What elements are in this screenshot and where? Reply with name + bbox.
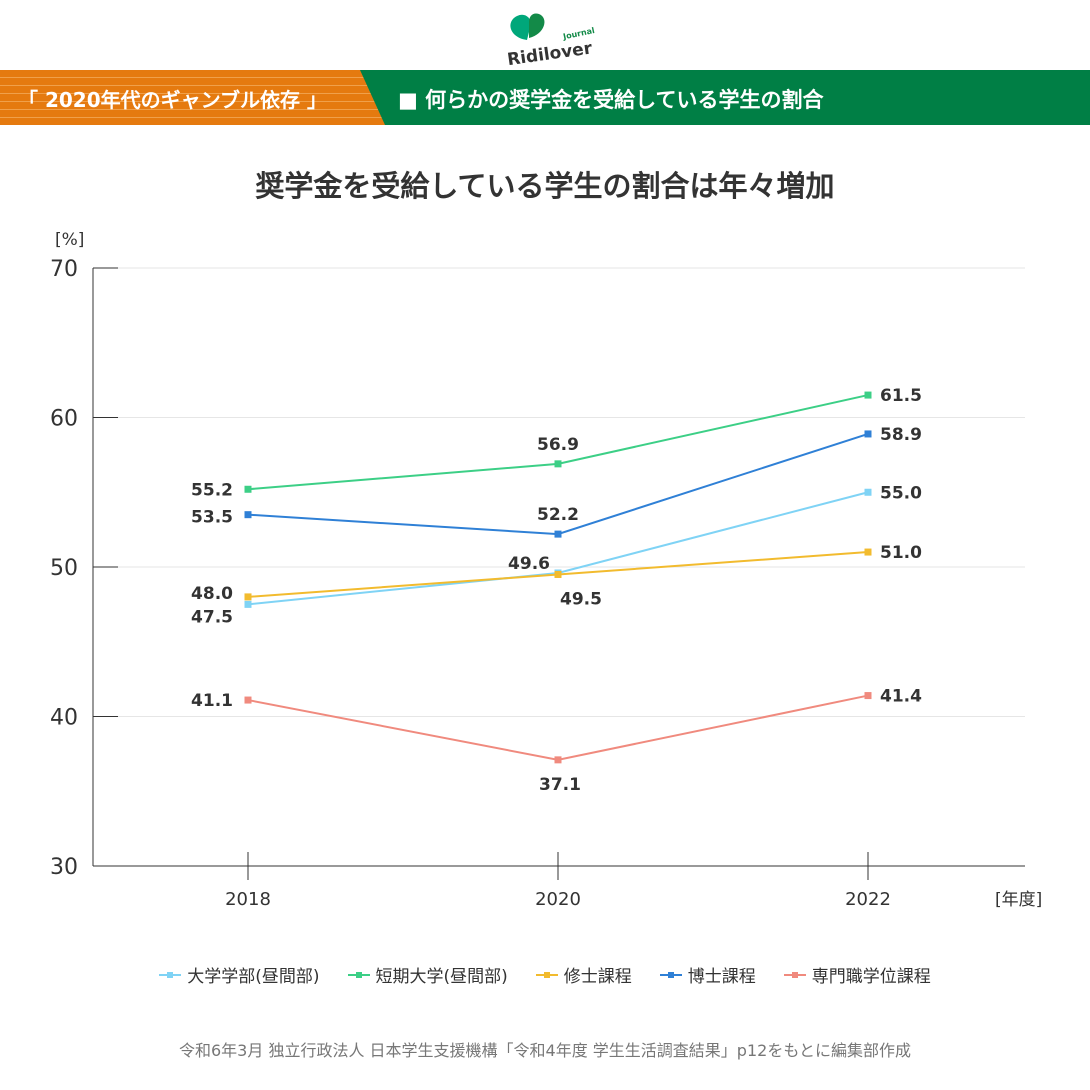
data-label: 58.9 — [880, 425, 922, 445]
data-label: 52.2 — [537, 505, 579, 525]
legend-item: 修士課程 — [535, 962, 632, 987]
header-banner: 「 2020年代のギャンブル依存 」 ■ 何らかの奨学金を受給している学生の割合 — [0, 70, 1090, 125]
series-banner: 「 2020年代のギャンブル依存 」 — [0, 70, 385, 125]
y-tick-label: 50 — [50, 556, 78, 581]
data-point — [244, 600, 252, 608]
x-axis-label: [年度] — [995, 890, 1042, 910]
series-line — [247, 694, 869, 761]
data-point — [864, 488, 872, 496]
legend-label: 大学学部(昼間部) — [187, 967, 320, 987]
legend-item: 短期大学(昼間部) — [347, 962, 508, 987]
data-point — [244, 696, 252, 704]
data-point — [244, 485, 252, 493]
data-point — [554, 570, 562, 578]
data-label: 48.0 — [191, 584, 233, 604]
data-label: 41.4 — [880, 687, 922, 707]
source-note: 令和6年3月 独立行政法人 日本学生支援機構「令和4年度 学生生活調査結果」p1… — [179, 1041, 911, 1060]
topic-title: ■ 何らかの奨学金を受給している学生の割合 — [398, 88, 824, 112]
data-label: 53.5 — [191, 508, 233, 528]
data-label: 37.1 — [539, 775, 581, 795]
legend-marker-icon — [659, 970, 682, 980]
data-label: 61.5 — [880, 386, 922, 406]
legend-label: 短期大学(昼間部) — [375, 967, 508, 987]
legend-label: 専門職学位課程 — [811, 967, 931, 987]
x-tick-label: 2022 — [845, 889, 891, 910]
data-point — [864, 391, 872, 399]
data-label: 55.0 — [880, 483, 922, 503]
data-point — [244, 593, 252, 601]
legend-label: 博士課程 — [687, 967, 756, 987]
y-tick-label: 60 — [50, 407, 78, 432]
x-tick-label: 2020 — [535, 889, 581, 910]
data-label: 49.6 — [508, 554, 550, 574]
legend-marker-icon — [535, 970, 558, 980]
y-tick-label: 40 — [50, 706, 78, 731]
data-label: 51.0 — [880, 543, 922, 563]
legend-marker-icon — [159, 970, 182, 980]
data-label: 56.9 — [537, 435, 579, 455]
legend-item: 大学学部(昼間部) — [159, 962, 320, 987]
data-label: 55.2 — [191, 480, 233, 500]
x-tick-label: 2018 — [225, 889, 271, 910]
legend-marker-icon — [783, 970, 806, 980]
legend-item: 博士課程 — [659, 962, 756, 987]
y-tick-label: 30 — [50, 855, 78, 880]
data-point — [554, 530, 562, 538]
series-label: 「 2020年代のギャンブル依存 」 — [18, 88, 327, 112]
data-point — [864, 430, 872, 438]
legend: 大学学部(昼間部) 短期大学(昼間部) 修士課程 博士課程 専門職学位課程 — [0, 962, 1090, 987]
data-label: 41.1 — [191, 691, 233, 711]
data-point — [864, 692, 872, 700]
data-point — [244, 511, 252, 519]
y-tick-label: 70 — [50, 257, 78, 282]
legend-label: 修士課程 — [563, 967, 632, 987]
data-label: 47.5 — [191, 607, 233, 627]
data-point — [864, 548, 872, 556]
legend-marker-icon — [347, 970, 370, 980]
ridilover-journal-logo: Ridilover Journal — [506, 13, 595, 65]
y-axis-label: [%] — [55, 230, 84, 250]
chart-title: 奨学金を受給している学生の割合は年々増加 — [255, 169, 835, 203]
data-point — [554, 756, 562, 764]
data-point — [554, 460, 562, 468]
legend-item: 専門職学位課程 — [783, 962, 931, 987]
data-label: 49.5 — [560, 589, 602, 609]
